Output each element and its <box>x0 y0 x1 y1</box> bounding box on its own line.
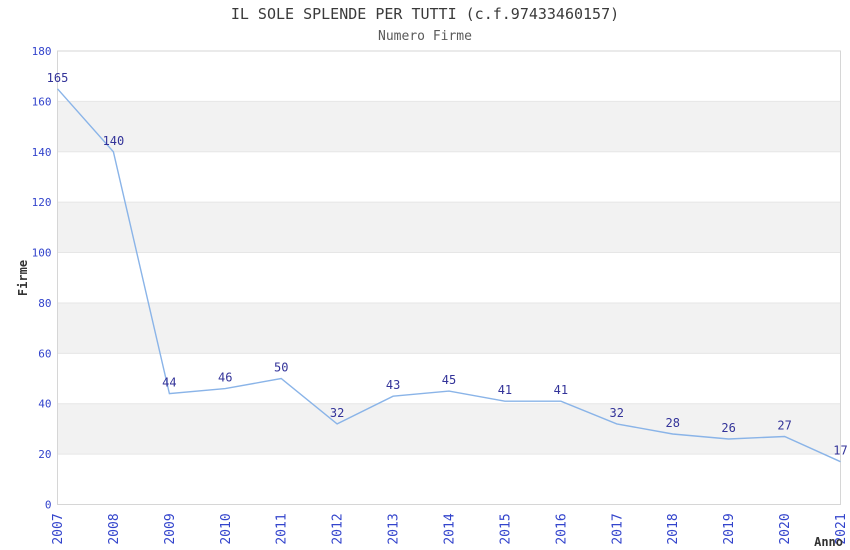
plot-band <box>57 101 841 152</box>
y-tick-label: 100 <box>32 247 52 260</box>
y-tick-label: 140 <box>32 146 52 159</box>
x-axis-title: Anno <box>814 535 843 549</box>
x-tick-label: 2010 <box>219 513 234 544</box>
chart-subtitle: Numero Firme <box>378 29 472 44</box>
plot-band <box>57 302 841 354</box>
x-tick-label: 2007 <box>51 513 66 544</box>
plot-border <box>57 50 841 505</box>
x-tick-label: 2009 <box>163 513 178 544</box>
y-tick-label: 40 <box>38 398 51 411</box>
y-tick-label: 0 <box>45 499 52 512</box>
y-axis-ticks: 0 20 40 60 80 100 120 140 160 180 <box>32 45 52 512</box>
data-line <box>56 88 841 463</box>
data-point-label: 45 <box>442 373 456 387</box>
data-point-label: 43 <box>386 378 400 392</box>
data-point-label: 41 <box>498 383 512 397</box>
data-point-label: 32 <box>610 406 624 420</box>
x-tick-label: 2014 <box>443 513 458 544</box>
data-point-label: 32 <box>330 406 344 420</box>
x-tick-label: 2012 <box>331 513 346 544</box>
y-tick-label: 80 <box>38 297 51 310</box>
y-tick-label: 160 <box>32 95 52 108</box>
data-point-label: 26 <box>721 421 735 435</box>
data-point-label: 140 <box>103 134 125 148</box>
data-point-label: 165 <box>47 71 69 85</box>
x-tick-label: 2015 <box>498 513 513 544</box>
y-tick-label: 60 <box>38 347 51 360</box>
x-axis-ticks: 2007 2008 2009 2010 2011 2012 2013 2014 2015 2016… <box>51 513 849 544</box>
x-tick-label: 2017 <box>610 513 625 544</box>
data-point-label: 44 <box>162 376 176 390</box>
gridlines <box>57 100 841 455</box>
data-point-label: 28 <box>665 416 679 430</box>
x-tick-label: 2019 <box>722 513 737 544</box>
y-tick-label: 120 <box>32 196 52 209</box>
x-tick-label: 2021 <box>834 513 849 544</box>
plot-band <box>57 403 841 455</box>
x-tick-label: 2020 <box>778 513 793 544</box>
x-tick-label: 2018 <box>666 513 681 544</box>
data-point-label: 50 <box>274 361 288 375</box>
y-tick-label: 180 <box>32 45 52 58</box>
data-point-label: 27 <box>777 418 791 432</box>
data-point-label: 46 <box>218 371 232 385</box>
chart-title: IL SOLE SPLENDE PER TUTTI (c.f.974334601… <box>231 5 619 23</box>
y-axis-title: Firme <box>16 260 30 296</box>
data-point-label: 41 <box>554 383 568 397</box>
data-point-label: 17 <box>833 444 847 458</box>
plot-bands <box>57 101 841 455</box>
x-tick-label: 2008 <box>107 513 122 544</box>
x-tick-label: 2016 <box>554 513 569 544</box>
data-labels: 165 140 44 46 50 32 43 45 41 41 32 28 26 27 17 <box>47 71 848 458</box>
plot-band <box>57 202 841 253</box>
y-tick-label: 20 <box>38 448 51 461</box>
x-tick-label: 2013 <box>387 513 402 544</box>
x-tick-label: 2011 <box>275 513 290 544</box>
